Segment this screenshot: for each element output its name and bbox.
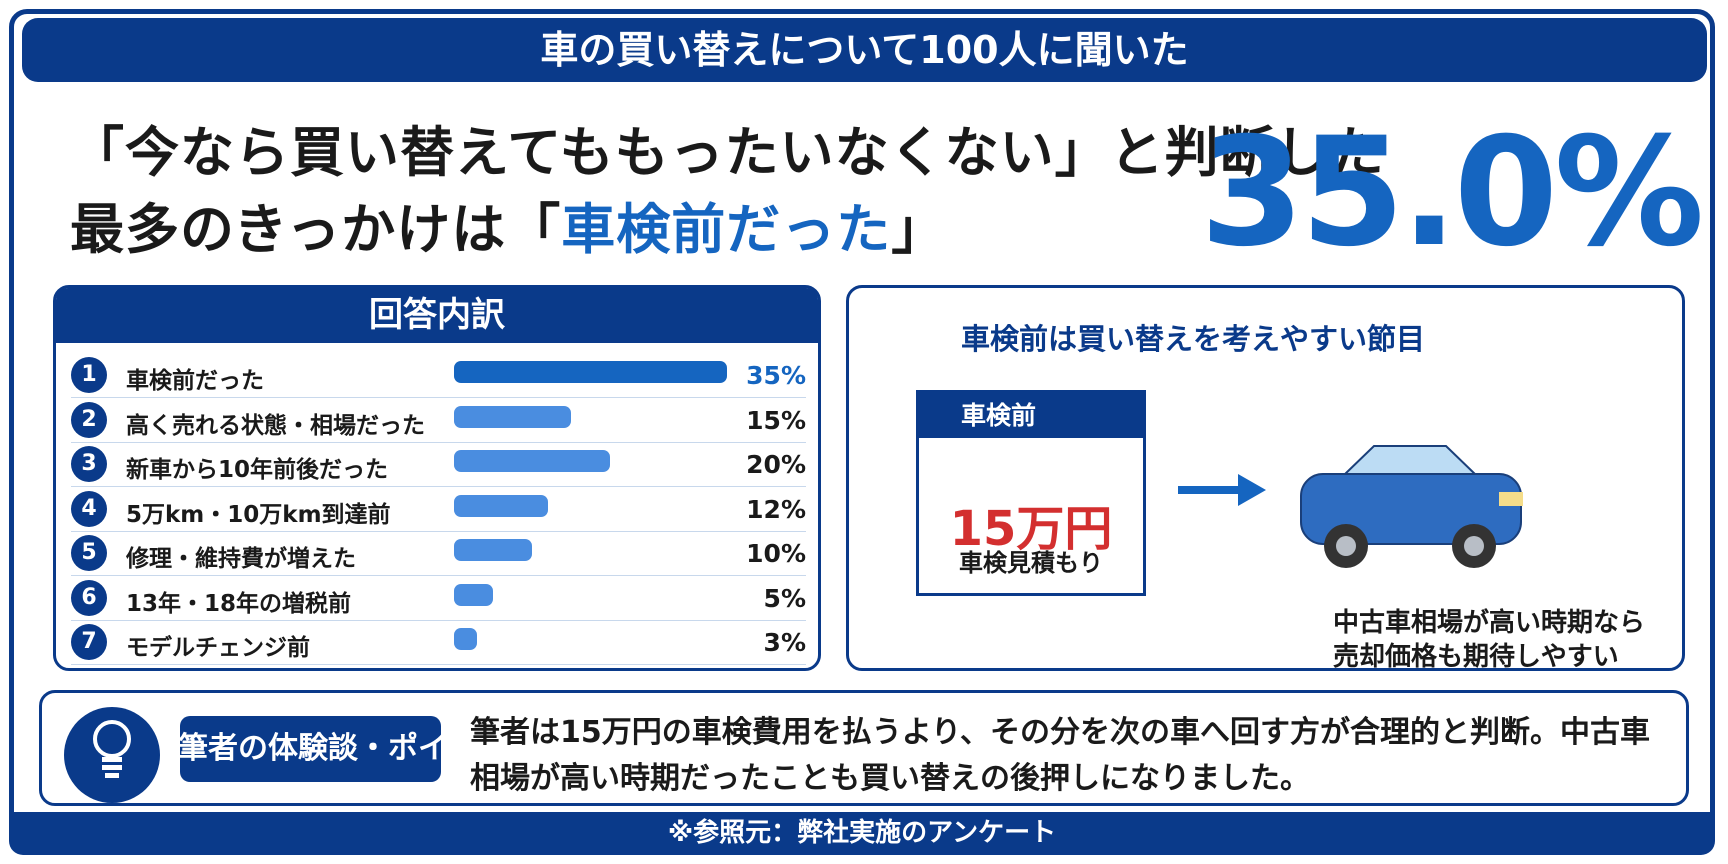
rank-badge: 3 (71, 446, 107, 482)
bar (454, 450, 610, 472)
headline-accent: 車検前だった (561, 198, 892, 261)
inspection-amount: 15万円 (949, 501, 1113, 557)
breakdown-row: 7 モデルチェンジ前 3% (71, 620, 806, 665)
value-label: 15% (746, 405, 806, 435)
headline-suffix: 」 (891, 198, 947, 261)
value-label: 3% (763, 628, 806, 657)
bar (454, 583, 493, 606)
rank-badge: 2 (71, 401, 107, 438)
breakdown-row: 2 高く売れる状態・相場だった 15% (71, 398, 806, 443)
breakdown-row: 1 車検前だった 35% (71, 353, 806, 398)
rank-badge: 1 (71, 357, 107, 393)
category-label: 修理・維持費が増えた (126, 546, 356, 572)
tip-text: 筆者は15万円の車検費用を払うより、その分を次の車へ回す方が合理的と判断。中古車… (470, 715, 1650, 796)
value-label: 10% (746, 539, 806, 568)
market-note-line1: 中古車相場が高い時期なら (1333, 608, 1646, 638)
category-label: 5万km・10万km到達前 (126, 501, 391, 528)
breakdown-row: 3 新車から10年前後だった 20% (71, 442, 806, 487)
value-label: 35% (746, 361, 806, 390)
tip-badge: 筆者の体験談・ポイント (180, 716, 441, 782)
category-label: モデルチェンジ前 (126, 635, 310, 661)
market-note-line2: 売却価格も期待しやすい (1333, 642, 1619, 672)
arrow-right-icon (1178, 474, 1266, 506)
bar (454, 494, 548, 517)
tip-box (39, 690, 1689, 806)
lightbulb-icon (93, 720, 131, 778)
rank-badge: 6 (71, 579, 107, 616)
inspection-card-title: 車検前 (919, 393, 1143, 438)
bar (454, 405, 571, 428)
breakdown-panel: 回答内訳 1 車検前だった 35% 2 高く売れる状態・相場だった 15% 3 新車から10年… (53, 285, 821, 671)
breakdown-row: 6 13年・18年の増税前 5% (71, 576, 806, 621)
breakdown-row: 4 5万km・10万km到達前 12% (71, 487, 806, 532)
bar (454, 361, 727, 383)
breakdown-row: 5 修理・維持費が増えた 10% (71, 531, 806, 576)
headline-line1: 「今なら買い替えてももったいなくない」と判断した (70, 121, 1385, 184)
category-label: 新車から10年前後だった (126, 457, 389, 483)
value-label: 20% (746, 450, 806, 479)
bar (454, 539, 532, 561)
value-label: 5% (763, 583, 806, 613)
market-note: 中古車相場が高い時期なら 売却価格も期待しやすい (1333, 606, 1645, 674)
bar (454, 628, 478, 650)
rank-badge: 7 (71, 624, 107, 660)
category-label: 高く売れる状態・相場だった (126, 412, 425, 439)
category-label: 13年・18年の増税前 (126, 590, 352, 617)
value-label: 12% (746, 494, 806, 524)
rank-badge: 4 (71, 490, 107, 527)
inspection-estimate-label: 車検見積もり (959, 549, 1103, 577)
rank-badge: 5 (71, 535, 107, 571)
car-icon (1300, 445, 1523, 568)
tip-icon-circle (64, 707, 160, 803)
source-footer: ※参照元：弊社実施のアンケート (9, 812, 1715, 855)
breakdown-title: 回答内訳 (56, 288, 818, 343)
big-percent: 35.0% (1200, 106, 1704, 280)
headline-prefix: 最多のきっかけは「 (70, 198, 562, 261)
milestone-title: 車検前は買い替えを考えやすい節目 (961, 322, 1426, 356)
inspection-card: 車検前 15万円 車検見積もり (916, 390, 1146, 596)
headline-line2: 最多のきっかけは「車検前だった」 (70, 185, 946, 264)
category-label: 車検前だった (126, 368, 264, 394)
banner-title: 車の買い替えについて100人に聞いた (22, 18, 1707, 82)
